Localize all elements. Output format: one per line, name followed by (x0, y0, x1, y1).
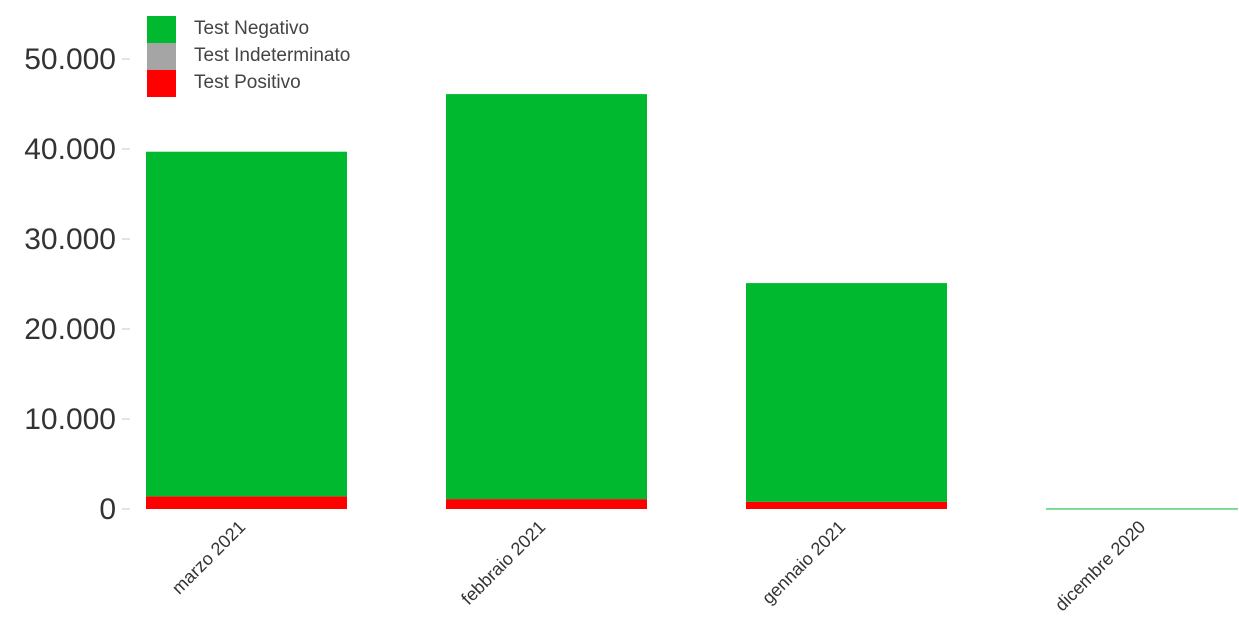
bar-test-positivo[interactable] (146, 496, 347, 509)
bar-test-negativo[interactable] (446, 94, 647, 500)
bar-test-negativo[interactable] (1046, 508, 1238, 510)
bars (146, 94, 1238, 510)
y-tick-label: 30.000 (24, 223, 116, 256)
x-tick-label: dicembre 2020 (1051, 517, 1149, 615)
legend-swatch (147, 70, 176, 97)
y-tick-label: 0 (99, 493, 116, 526)
bar-test-negativo[interactable] (146, 151, 347, 497)
legend: Test Negativo Test Indeterminato Test Posi… (147, 16, 350, 97)
bar-test-positivo[interactable] (446, 499, 647, 509)
y-tick-label: 10.000 (24, 403, 116, 436)
bar-test-negativo[interactable] (746, 283, 947, 502)
legend-label: Test Indeterminato (194, 45, 350, 66)
x-tick-label: gennaio 2021 (758, 517, 849, 608)
x-axis: marzo 2021 febbraio 2021 gennaio 2021 dicem… (168, 517, 1149, 615)
x-tick-label: febbraio 2021 (457, 517, 549, 609)
legend-swatch (147, 16, 176, 43)
bar-test-positivo[interactable] (746, 501, 947, 509)
x-tick-label: marzo 2021 (168, 517, 249, 598)
legend-label: Test Negativo (194, 18, 309, 39)
y-tick-label: 40.000 (24, 133, 116, 166)
legend-swatch (147, 43, 176, 70)
y-tick-label: 50.000 (24, 43, 116, 76)
y-axis: 0 10.000 20.000 30.000 40.000 50.000 (24, 43, 130, 526)
y-tick-label: 20.000 (24, 313, 116, 346)
legend-label: Test Positivo (194, 72, 301, 93)
